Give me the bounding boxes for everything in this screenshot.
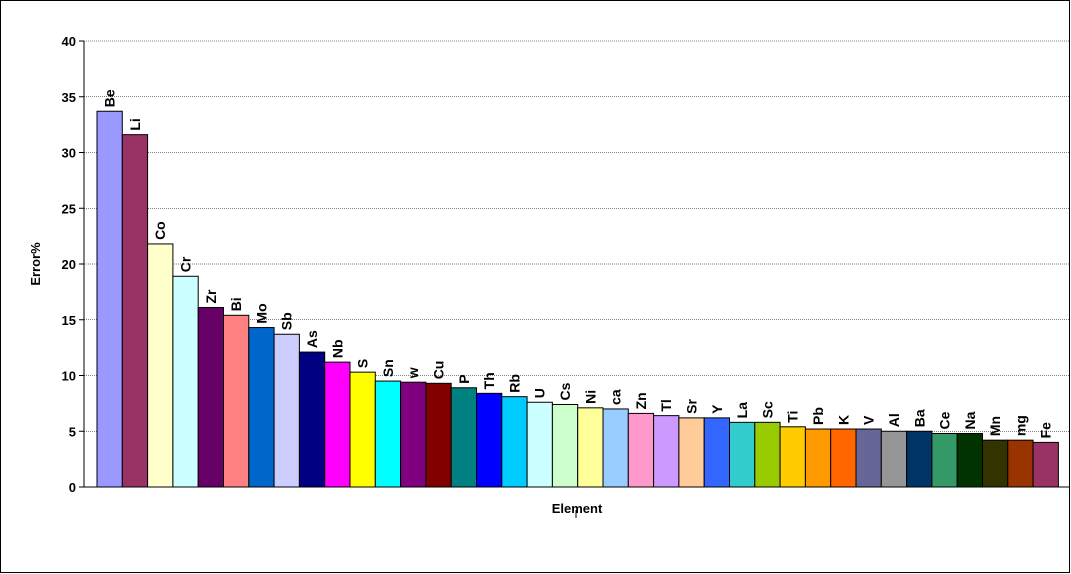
bar-label: Cr	[178, 256, 194, 272]
bar-ni	[577, 407, 604, 488]
bar-label: Nb	[329, 339, 345, 358]
axes: 0 5 10 15 20 25 30 35 40	[62, 34, 1069, 518]
bar-ti	[779, 426, 806, 488]
bar-label: S	[355, 359, 371, 368]
bar-cu	[425, 382, 452, 488]
bar-label: Bi	[228, 297, 244, 311]
bar-p	[450, 387, 478, 488]
bar-label: U	[532, 388, 548, 398]
bar-label: Ti	[785, 411, 801, 423]
bar-label: ca	[608, 389, 624, 405]
bar-bi	[223, 314, 250, 488]
bar-label: Co	[152, 221, 168, 240]
bar-nb	[324, 361, 351, 488]
bar-k	[830, 428, 857, 488]
bar-label: w	[405, 367, 421, 379]
bar-label: Cs	[557, 382, 573, 400]
bar-label: La	[734, 402, 750, 419]
bar-label: Sc	[759, 401, 775, 418]
bar-la	[729, 421, 756, 488]
bar-label: Zn	[633, 392, 649, 409]
bar-label: Pb	[810, 407, 826, 425]
y-tick-label: 30	[62, 146, 76, 161]
bar-label: Tl	[658, 399, 674, 411]
bar-label: Fe	[1038, 422, 1054, 439]
bar-rb	[501, 396, 528, 488]
bar-s	[349, 371, 376, 488]
y-tick-label: 25	[62, 201, 76, 216]
bar-label: Th	[481, 372, 497, 389]
bar-label: P	[456, 374, 472, 383]
bar-be	[96, 110, 123, 488]
bar-fe	[1032, 441, 1059, 488]
bar-label: Mo	[253, 303, 269, 323]
bar-mg	[1007, 439, 1034, 488]
bar-label: Sb	[279, 312, 295, 330]
bar-label: Ce	[937, 411, 953, 429]
bar-tl	[653, 415, 680, 488]
bar-label: mg	[1012, 415, 1028, 436]
bar-zr	[197, 306, 224, 488]
y-tick-label: 0	[69, 480, 76, 495]
bar-label: Sr	[684, 399, 700, 414]
bar-w	[400, 381, 427, 488]
y-tick-label: 20	[62, 257, 76, 272]
bar-label: As	[304, 330, 320, 348]
y-tick-label: 5	[69, 424, 76, 439]
bar-label: Mn	[987, 416, 1003, 436]
bar-ba	[906, 430, 933, 488]
bar-label: Y	[709, 404, 725, 414]
bar-label: Al	[886, 413, 902, 427]
bar-label: Li	[127, 118, 143, 130]
bar-mn	[982, 439, 1009, 488]
bar-label: Ni	[582, 390, 598, 404]
bar-cr	[172, 275, 199, 488]
bar-label: Sn	[380, 359, 396, 377]
bar-ce	[931, 432, 958, 488]
bar-sr	[678, 417, 705, 488]
bar-label: Zr	[203, 289, 219, 304]
bar-label: Na	[962, 411, 978, 429]
bar-u	[526, 401, 553, 488]
y-tick-label: 35	[62, 90, 76, 105]
bar-pb	[804, 428, 832, 488]
bar-labels: Be Li Co Cr Zr Bi Mo Sb As Nb S Sn w Cu P Th Rb U Cs Ni ca Zn…	[102, 89, 1054, 438]
y-tick-label: 10	[62, 369, 76, 384]
bar-co	[147, 243, 174, 488]
y-tick-label: 15	[62, 313, 76, 328]
bar-th	[476, 392, 503, 488]
bar-label: K	[835, 415, 851, 425]
x-axis-title: Element	[552, 501, 603, 516]
bar-zn	[627, 412, 655, 488]
bar-sb	[273, 333, 300, 488]
bar-mo	[248, 327, 275, 488]
bar-label: Rb	[506, 374, 522, 393]
bar-label: Cu	[431, 361, 447, 380]
bar-al	[880, 430, 908, 488]
bar-li	[121, 134, 149, 488]
bar-label: V	[861, 415, 877, 425]
y-tick-label: 40	[62, 34, 76, 49]
bar-v	[855, 428, 882, 488]
bar-as	[298, 351, 326, 488]
bar-sc	[754, 421, 781, 488]
bar-label: Ba	[911, 409, 927, 427]
bar-cs	[551, 403, 579, 488]
y-axis-title: Error%	[28, 242, 43, 286]
bar-sn	[374, 380, 402, 488]
bar-y	[703, 417, 731, 488]
bar-label: Be	[102, 89, 118, 107]
bar-ca	[602, 408, 629, 488]
bar-na	[956, 432, 984, 488]
